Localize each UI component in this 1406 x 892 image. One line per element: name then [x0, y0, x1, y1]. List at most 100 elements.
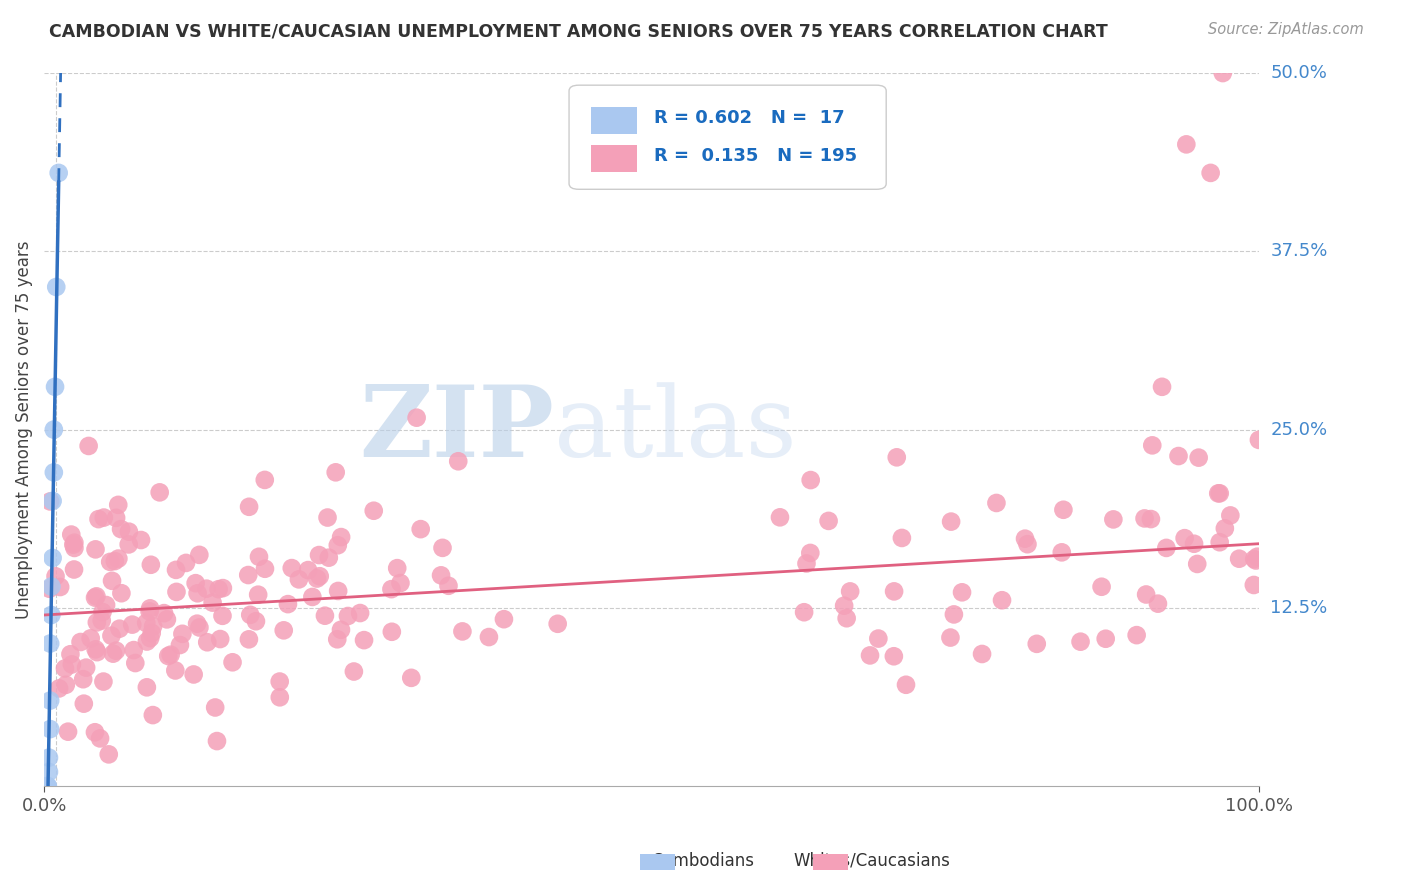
Point — [139, 631, 162, 645]
Point — [39, 494, 62, 508]
Point — [45, 280, 67, 294]
Point — [1102, 512, 1125, 526]
Point — [90, 614, 112, 628]
Point — [105, 511, 128, 525]
Point — [363, 504, 385, 518]
Point — [269, 674, 291, 689]
Text: R =  0.135   N = 195: R = 0.135 N = 195 — [654, 147, 858, 166]
Point — [86, 615, 108, 630]
Point — [157, 648, 180, 663]
Point — [349, 606, 371, 620]
Point — [41, 494, 63, 508]
Point — [129, 533, 152, 547]
Point — [253, 473, 276, 487]
Point — [1212, 66, 1234, 80]
Point — [166, 585, 188, 599]
Text: ZIP: ZIP — [360, 381, 554, 478]
Point — [39, 636, 62, 650]
Point — [269, 690, 291, 705]
Point — [547, 616, 569, 631]
Point — [253, 562, 276, 576]
Point — [859, 648, 882, 663]
Point — [188, 620, 211, 634]
Point — [1156, 541, 1178, 555]
Point — [793, 605, 815, 619]
Point — [38, 764, 60, 779]
Point — [839, 584, 862, 599]
Point — [204, 700, 226, 714]
Point — [55, 678, 77, 692]
Point — [207, 582, 229, 597]
Point — [187, 586, 209, 600]
Point — [942, 607, 965, 622]
Point — [73, 697, 96, 711]
Point — [44, 380, 66, 394]
Point — [1147, 597, 1170, 611]
Point — [75, 660, 97, 674]
Point — [1014, 532, 1036, 546]
FancyBboxPatch shape — [569, 85, 886, 189]
Point — [1209, 486, 1232, 500]
Point — [1090, 580, 1112, 594]
Point — [353, 633, 375, 648]
Point — [883, 584, 905, 599]
Point — [247, 588, 270, 602]
Point — [1070, 634, 1092, 648]
Point — [478, 630, 501, 644]
Point — [86, 590, 108, 604]
Point — [1175, 137, 1198, 152]
FancyBboxPatch shape — [591, 145, 637, 172]
Point — [330, 623, 353, 637]
Point — [42, 423, 65, 437]
Point — [205, 734, 228, 748]
Point — [886, 450, 908, 465]
Point — [201, 596, 224, 610]
Point — [118, 524, 141, 539]
Point — [1182, 537, 1205, 551]
Point — [110, 522, 132, 536]
Point — [72, 672, 94, 686]
Point — [343, 665, 366, 679]
Point — [970, 647, 993, 661]
Point — [1174, 531, 1197, 545]
Point — [56, 724, 79, 739]
Point — [100, 629, 122, 643]
Point — [138, 604, 160, 618]
Point — [273, 624, 295, 638]
Point — [48, 166, 70, 180]
Point — [38, 582, 60, 596]
Point — [432, 541, 454, 555]
Point — [405, 410, 427, 425]
Point — [1219, 508, 1241, 523]
Point — [183, 667, 205, 681]
Point — [316, 510, 339, 524]
Text: Whites/Caucasians: Whites/Caucasians — [793, 852, 950, 870]
Point — [165, 664, 187, 678]
Point — [195, 582, 218, 596]
Point — [297, 563, 319, 577]
Point — [492, 612, 515, 626]
Point — [211, 608, 233, 623]
Point — [835, 611, 858, 625]
Point — [80, 632, 103, 646]
Point — [1227, 551, 1250, 566]
Point — [238, 632, 260, 647]
Point — [41, 607, 63, 622]
Point — [60, 657, 83, 672]
Point — [101, 647, 124, 661]
Point — [110, 586, 132, 600]
Point — [94, 598, 117, 612]
Point — [107, 498, 129, 512]
Point — [832, 599, 855, 613]
Point — [153, 606, 176, 620]
Point — [1135, 587, 1157, 601]
Point — [1243, 552, 1265, 566]
Point — [77, 439, 100, 453]
Point — [104, 554, 127, 568]
Point — [221, 655, 243, 669]
Point — [277, 597, 299, 611]
Point — [1187, 557, 1209, 571]
Point — [174, 556, 197, 570]
Point — [1125, 628, 1147, 642]
Point — [209, 632, 232, 646]
